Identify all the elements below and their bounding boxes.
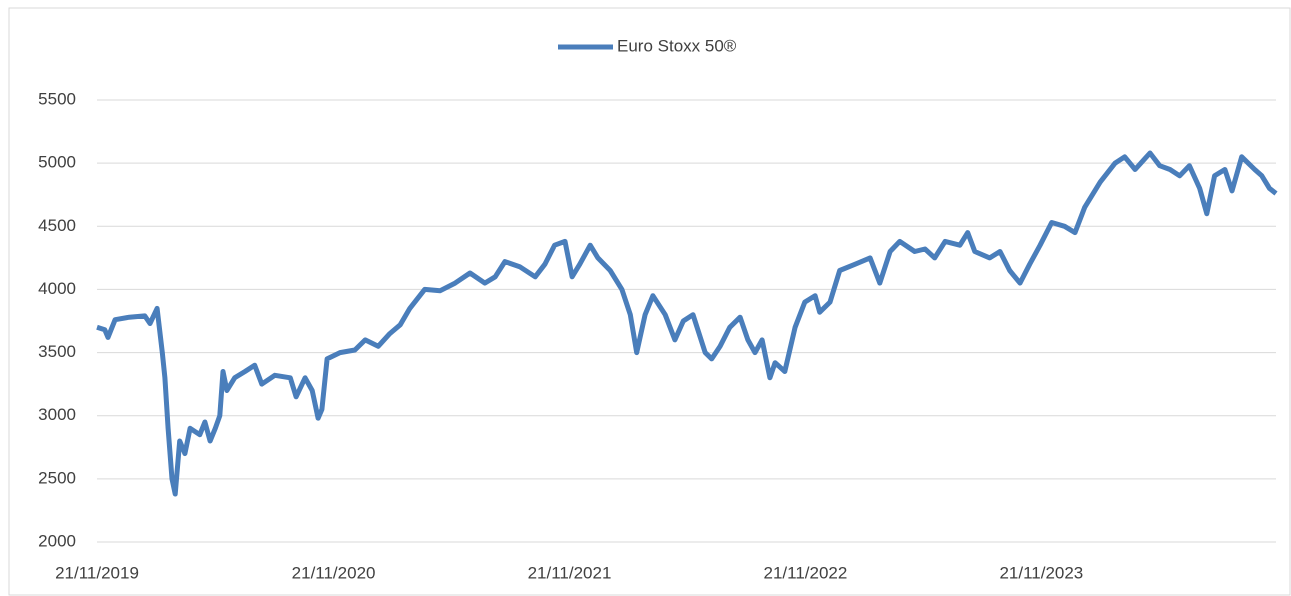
y-tick-label: 4000	[38, 279, 76, 298]
data-line	[96, 150, 1278, 497]
y-tick-label: 3500	[38, 342, 76, 361]
x-tick-label: 21/11/2022	[764, 563, 848, 582]
x-tick-label: 21/11/2019	[55, 563, 139, 582]
y-tick-label: 5000	[38, 153, 76, 172]
x-tick-label: 21/11/2020	[292, 563, 376, 582]
y-tick-label: 2500	[38, 468, 76, 487]
y-tick-label: 4500	[38, 216, 76, 235]
y-tick-label: 3000	[38, 405, 76, 424]
y-tick-label: 2000	[38, 531, 76, 550]
x-tick-label: 21/11/2023	[999, 563, 1083, 582]
y-tick-label: 5500	[38, 89, 76, 108]
x-tick-label: 21/11/2021	[528, 563, 612, 582]
legend-label: Euro Stoxx 50®	[617, 36, 737, 55]
